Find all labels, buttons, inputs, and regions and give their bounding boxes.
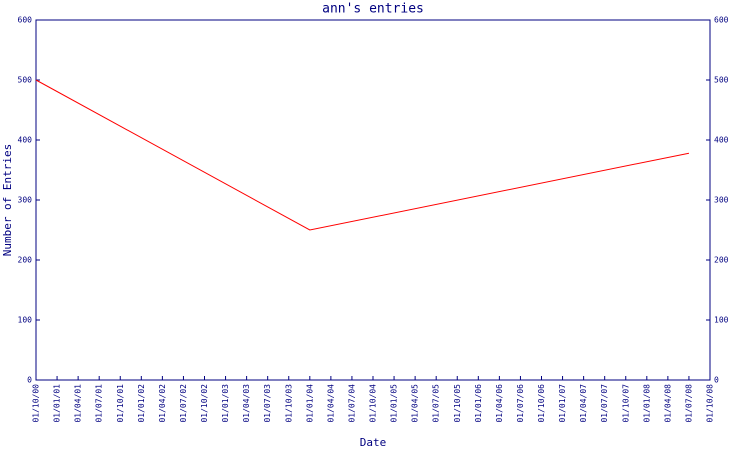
x-tick-label: 01/01/07 bbox=[558, 384, 567, 423]
chart-title: ann's entries bbox=[322, 2, 424, 17]
y-axis-label: Number of Entries bbox=[1, 144, 14, 257]
y-tick-label: 0 bbox=[27, 376, 32, 385]
x-tick-label: 01/07/04 bbox=[347, 384, 356, 423]
x-tick-label: 01/04/03 bbox=[242, 384, 251, 423]
x-tick-label: 01/07/08 bbox=[684, 384, 693, 423]
y-tick-label: 300 bbox=[18, 196, 33, 205]
y-tick-label: 500 bbox=[18, 76, 33, 85]
y2-tick-label: 400 bbox=[714, 136, 729, 145]
y2-tick-label: 600 bbox=[714, 16, 729, 25]
plot-frame bbox=[35, 19, 711, 381]
y2-tick-label: 500 bbox=[714, 76, 729, 85]
x-tick-label: 01/01/08 bbox=[642, 384, 651, 423]
y2-tick-label: 100 bbox=[714, 316, 729, 325]
x-tick-label: 01/04/04 bbox=[326, 384, 335, 423]
y-tick-label: 400 bbox=[18, 136, 33, 145]
x-tick-label: 01/01/03 bbox=[221, 384, 230, 423]
x-tick-label: 01/10/07 bbox=[621, 384, 630, 423]
y-tick-label: 200 bbox=[18, 256, 33, 265]
x-tick-label: 01/04/05 bbox=[411, 384, 420, 423]
x-tick-label: 01/10/04 bbox=[369, 384, 378, 423]
x-tick-label: 01/10/01 bbox=[116, 384, 125, 423]
x-tick-label: 01/07/05 bbox=[432, 384, 441, 423]
x-tick-label: 01/01/01 bbox=[53, 384, 62, 423]
y-tick-label: 100 bbox=[18, 316, 33, 325]
x-tick-label: 01/10/08 bbox=[706, 384, 715, 423]
x-tick-label: 01/10/05 bbox=[453, 384, 462, 423]
x-tick-label: 01/04/08 bbox=[663, 384, 672, 423]
x-tick-label: 01/07/03 bbox=[263, 384, 272, 423]
y2-tick-label: 0 bbox=[714, 376, 719, 385]
x-tick-label: 01/04/02 bbox=[158, 384, 167, 423]
x-tick-label: 01/04/06 bbox=[495, 384, 504, 423]
x-tick-label: 01/01/06 bbox=[474, 384, 483, 423]
x-tick-label: 01/10/00 bbox=[32, 384, 41, 423]
x-tick-label: 01/07/02 bbox=[179, 384, 188, 423]
y-tick-label: 600 bbox=[18, 16, 33, 25]
x-tick-label: 01/10/03 bbox=[284, 384, 293, 423]
x-tick-label: 01/01/05 bbox=[390, 384, 399, 423]
y2-tick-label: 300 bbox=[714, 196, 729, 205]
x-tick-label: 01/04/01 bbox=[74, 384, 83, 423]
x-tick-label: 01/04/07 bbox=[579, 384, 588, 423]
x-tick-label: 01/01/02 bbox=[137, 384, 146, 423]
x-tick-label: 01/07/06 bbox=[516, 384, 525, 423]
x-tick-label: 01/10/02 bbox=[200, 384, 209, 423]
x-axis-label: Date bbox=[360, 436, 387, 449]
x-tick-label: 01/07/01 bbox=[95, 384, 104, 423]
y2-tick-label: 200 bbox=[714, 256, 729, 265]
x-tick-label: 01/01/04 bbox=[305, 384, 314, 423]
x-tick-label: 01/07/07 bbox=[600, 384, 609, 423]
x-tick-label: 01/10/06 bbox=[537, 384, 546, 423]
line-series bbox=[35, 79, 690, 231]
